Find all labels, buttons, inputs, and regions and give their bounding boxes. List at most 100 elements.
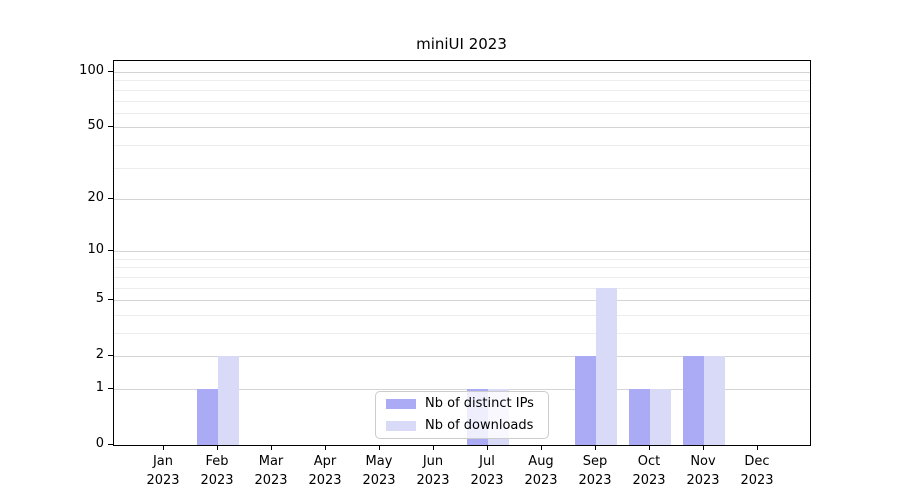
x-tick-jan [163, 446, 164, 450]
x-label-month: Jun [422, 454, 444, 469]
chart-title: miniUI 2023 [416, 35, 507, 53]
legend-item-downloads: Nb of downloads [386, 417, 538, 435]
gridline-major-5 [114, 300, 810, 302]
gridline-major-10 [114, 251, 810, 253]
x-label-year: 2023 [524, 473, 558, 488]
y-tick-20 [108, 198, 113, 199]
y-tick-label-100: 100 [79, 63, 104, 78]
gridline-minor-7 [114, 276, 810, 278]
x-tick-label-may: May 2023 [349, 452, 409, 490]
gridline-minor-6 [114, 287, 810, 289]
x-tick-jun [433, 446, 434, 450]
gridline-minor-40 [114, 144, 810, 146]
x-tick-label-apr: Apr 2023 [295, 452, 355, 490]
x-label-month: Aug [528, 454, 554, 469]
bar-sep-distinct-ips [575, 356, 596, 445]
x-tick-jul [487, 446, 488, 450]
x-label-month: Nov [690, 454, 716, 469]
x-tick-apr [325, 446, 326, 450]
gridline-minor-8 [114, 267, 810, 269]
bar-sep-downloads [596, 287, 617, 445]
gridline-minor-60 [114, 112, 810, 114]
bar-feb-downloads [218, 356, 239, 445]
bar-feb-distinct-ips [197, 389, 218, 445]
legend-item-distinct-ips: Nb of distinct IPs [386, 395, 538, 413]
x-tick-mar [271, 446, 272, 450]
y-tick-label-20: 20 [87, 190, 104, 205]
x-tick-sep [595, 446, 596, 450]
gridline-minor-4 [114, 314, 810, 316]
x-label-year: 2023 [632, 473, 666, 488]
x-label-year: 2023 [146, 473, 180, 488]
gridline-minor-30 [114, 167, 810, 169]
y-tick-2 [108, 355, 113, 356]
y-tick-10 [108, 250, 113, 251]
y-tick-100 [108, 71, 113, 72]
y-tick-label-50: 50 [87, 118, 104, 133]
x-label-year: 2023 [578, 473, 612, 488]
x-tick-oct [649, 446, 650, 450]
x-label-year: 2023 [686, 473, 720, 488]
gridline-minor-3 [114, 333, 810, 334]
bar-oct-distinct-ips [629, 389, 650, 445]
x-label-year: 2023 [308, 473, 342, 488]
gridline-minor-9 [114, 258, 810, 260]
x-label-month: Oct [637, 454, 661, 469]
y-tick-1 [108, 388, 113, 389]
x-tick-nov [703, 446, 704, 450]
gridline-major-20 [114, 198, 810, 200]
x-label-year: 2023 [200, 473, 234, 488]
gridline-minor-70 [114, 100, 810, 102]
y-tick-label-2: 2 [95, 347, 104, 362]
x-tick-label-dec: Dec 2023 [727, 452, 787, 490]
x-tick-aug [541, 446, 542, 450]
legend: Nb of distinct IPs Nb of downloads [375, 391, 549, 439]
x-label-month: Jan [152, 454, 174, 469]
plot-area: Nb of distinct IPs Nb of downloads [113, 60, 811, 446]
x-tick-label-aug: Aug 2023 [511, 452, 571, 490]
x-label-month: Apr [313, 454, 337, 469]
x-tick-label-nov: Nov 2023 [673, 452, 733, 490]
x-tick-label-feb: Feb 2023 [187, 452, 247, 490]
gridline-minor-80 [114, 89, 810, 91]
x-label-month: Dec [744, 454, 770, 469]
y-tick-50 [108, 126, 113, 127]
gridline-major-50 [114, 127, 810, 129]
gridline-minor-90 [114, 80, 810, 82]
x-tick-label-sep: Sep 2023 [565, 452, 625, 490]
legend-swatch-distinct-ips [386, 399, 416, 409]
x-label-year: 2023 [470, 473, 504, 488]
y-tick-label-5: 5 [95, 291, 104, 306]
gridline-major-2 [114, 356, 810, 358]
x-label-month: Sep [582, 454, 608, 469]
y-tick-0 [108, 444, 113, 445]
x-label-year: 2023 [254, 473, 288, 488]
bar-oct-downloads [650, 389, 671, 445]
y-tick-label-0: 0 [95, 436, 104, 451]
x-tick-label-oct: Oct 2023 [619, 452, 679, 490]
x-label-month: Jul [479, 454, 495, 469]
gridline-major-1 [114, 389, 810, 390]
x-label-year: 2023 [740, 473, 774, 488]
legend-swatch-downloads [386, 421, 416, 431]
bar-nov-distinct-ips [683, 356, 704, 445]
y-tick-5 [108, 299, 113, 300]
legend-label-distinct-ips: Nb of distinct IPs [425, 396, 534, 411]
x-label-month: May [365, 454, 393, 469]
x-tick-label-mar: Mar 2023 [241, 452, 301, 490]
x-tick-dec [757, 446, 758, 450]
x-tick-label-jul: Jul 2023 [457, 452, 517, 490]
x-tick-label-jun: Jun 2023 [403, 452, 463, 490]
x-label-month: Mar [258, 454, 284, 469]
x-label-year: 2023 [416, 473, 450, 488]
x-tick-may [379, 446, 380, 450]
gridline-major-100 [114, 72, 810, 73]
x-tick-label-jan: Jan 2023 [133, 452, 193, 490]
bar-nov-downloads [704, 356, 725, 445]
x-label-month: Feb [205, 454, 229, 469]
legend-label-downloads: Nb of downloads [425, 418, 534, 433]
x-tick-feb [217, 446, 218, 450]
y-tick-label-10: 10 [87, 242, 104, 257]
y-tick-label-1: 1 [95, 380, 104, 395]
